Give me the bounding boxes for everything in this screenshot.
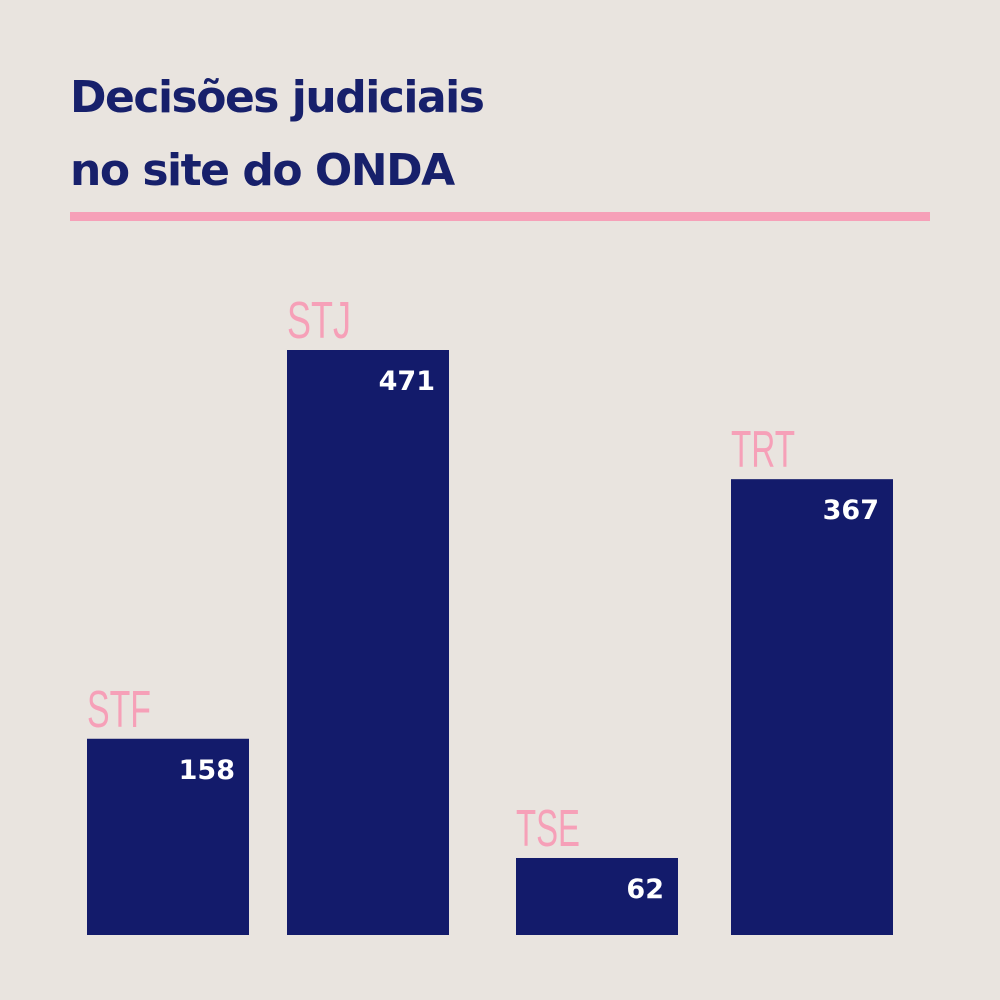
value-label: 471 bbox=[379, 366, 435, 397]
category-label: STF bbox=[87, 681, 151, 739]
value-label: 62 bbox=[626, 874, 664, 905]
category-label: TRT bbox=[731, 421, 795, 479]
value-label: 367 bbox=[823, 495, 879, 526]
chart-title: no site do ONDA bbox=[70, 145, 455, 196]
bar bbox=[87, 738, 249, 935]
value-label: 158 bbox=[179, 755, 235, 786]
bar bbox=[731, 479, 893, 935]
bar bbox=[516, 857, 678, 935]
chart-title: Decisões judiciais bbox=[70, 72, 484, 123]
divider bbox=[70, 212, 930, 221]
category-label: STJ bbox=[287, 292, 351, 350]
bar bbox=[287, 350, 449, 935]
category-label: TSE bbox=[516, 800, 580, 858]
